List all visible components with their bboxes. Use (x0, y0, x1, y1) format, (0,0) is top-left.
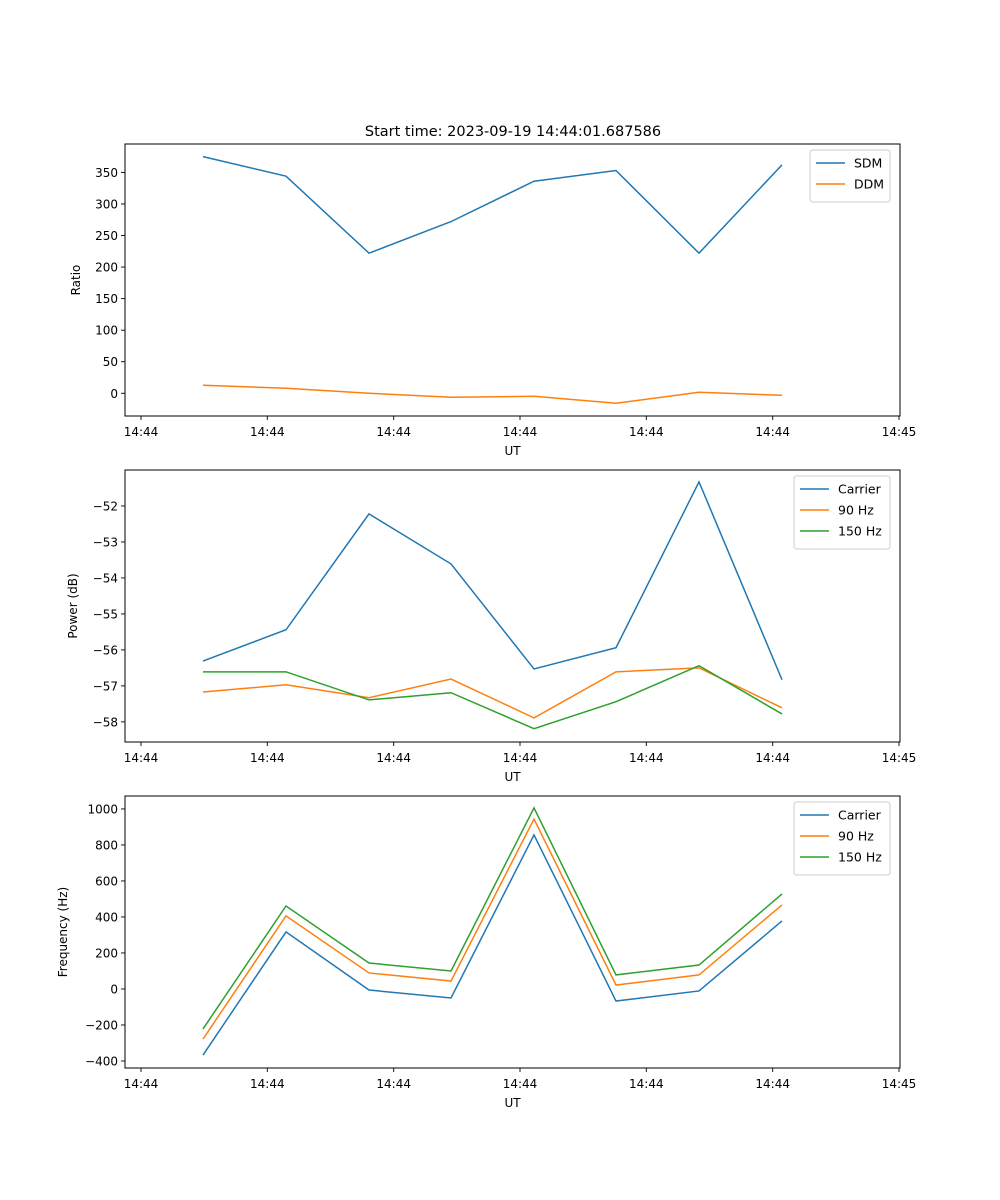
legend-label: 150 Hz (838, 850, 882, 865)
subplot-2: 14:44 14:44 14:44 14:44 14:44 14:44 14:45 UT −58… (66, 469, 917, 784)
y-tick-label: 800 (95, 838, 118, 852)
legend: Carrier 90 Hz 150 Hz (793, 801, 891, 876)
x-tick-label: 14:44 (629, 425, 664, 439)
y-tick-label: 1000 (87, 802, 118, 816)
y-tick-label: 400 (95, 910, 118, 924)
legend: Carrier 90 Hz 150 Hz (793, 475, 891, 550)
x-tick-label: 14:44 (250, 751, 285, 765)
y-tick-label: 600 (95, 874, 118, 888)
y-tick-label: −52 (93, 499, 118, 513)
legend: SDM DDM (809, 149, 891, 203)
y-tick-label: 100 (95, 324, 118, 338)
x-tick-label: 14:44 (124, 1077, 159, 1091)
subplot-1: 14:44 14:44 14:44 14:44 14:44 14:44 14:45 UT 0 50… (69, 143, 917, 458)
y-tick-label: 200 (95, 261, 118, 275)
x-tick-label: 14:45 (882, 751, 917, 765)
series-line-carrier (202, 833, 783, 1056)
y-tick-label: −55 (93, 607, 118, 621)
axes-frame (124, 469, 901, 743)
series-line-carrier (202, 480, 783, 681)
x-tick-label: 14:44 (376, 425, 411, 439)
y-tick-label: 150 (95, 292, 118, 306)
subplot-3: 14:44 14:44 14:44 14:44 14:44 14:44 14:45 UT −40… (56, 795, 917, 1110)
x-tick-label: 14:44 (376, 1077, 411, 1091)
x-tick-label: 14:44 (124, 425, 159, 439)
series-line-90-hz (202, 817, 783, 1040)
x-tick-label: 14:44 (503, 425, 538, 439)
axes-frame (124, 795, 901, 1069)
x-tick-label: 14:44 (755, 751, 790, 765)
legend-label: 90 Hz (838, 503, 874, 518)
y-tick-label: −400 (85, 1054, 118, 1068)
series-line-ddm (202, 384, 783, 405)
y-tick-label: 0 (110, 982, 118, 996)
x-tick-label: 14:44 (124, 751, 159, 765)
legend-label: 90 Hz (838, 829, 874, 844)
legend-label: DDM (854, 177, 884, 192)
legend-label: Carrier (838, 482, 882, 497)
x-tick-label: 14:45 (882, 1077, 917, 1091)
x-axis-label: UT (504, 444, 521, 458)
y-tick-label: 50 (103, 355, 118, 369)
x-tick-label: 14:44 (250, 1077, 285, 1091)
y-tick-label: −57 (93, 679, 118, 693)
figure-title: Start time: 2023-09-19 14:44:01.687586 (365, 124, 661, 140)
y-tick-label: 350 (95, 166, 118, 180)
y-tick-label: −53 (93, 535, 118, 549)
x-tick-label: 14:44 (503, 751, 538, 765)
legend-label: 150 Hz (838, 524, 882, 539)
y-tick-label: −200 (85, 1018, 118, 1032)
y-tick-label: −56 (93, 643, 118, 657)
x-tick-label: 14:44 (503, 1077, 538, 1091)
x-tick-label: 14:44 (755, 425, 790, 439)
series-line-90-hz (202, 667, 783, 719)
legend-label: SDM (854, 156, 882, 171)
x-axis-label: UT (504, 1096, 521, 1110)
y-axis-label: Power (dB) (66, 573, 80, 638)
x-tick-label: 14:44 (629, 1077, 664, 1091)
series-line-150-hz (202, 806, 783, 1030)
x-tick-label: 14:44 (250, 425, 285, 439)
series-line-sdm (202, 155, 783, 255)
y-tick-label: −58 (93, 715, 118, 729)
y-tick-label: 200 (95, 946, 118, 960)
x-tick-label: 14:44 (629, 751, 664, 765)
x-tick-label: 14:45 (882, 425, 917, 439)
y-axis-label: Frequency (Hz) (56, 887, 70, 978)
x-tick-label: 14:44 (376, 751, 411, 765)
series-line-150-hz (203, 664, 783, 730)
x-tick-label: 14:44 (755, 1077, 790, 1091)
y-tick-label: 250 (95, 229, 118, 243)
axes-frame (124, 143, 901, 417)
y-tick-label: 0 (110, 387, 118, 401)
y-axis-label: Ratio (69, 265, 83, 296)
legend-label: Carrier (838, 808, 882, 823)
x-axis-label: UT (504, 770, 521, 784)
y-tick-label: 300 (95, 197, 118, 211)
y-tick-label: −54 (93, 571, 118, 585)
